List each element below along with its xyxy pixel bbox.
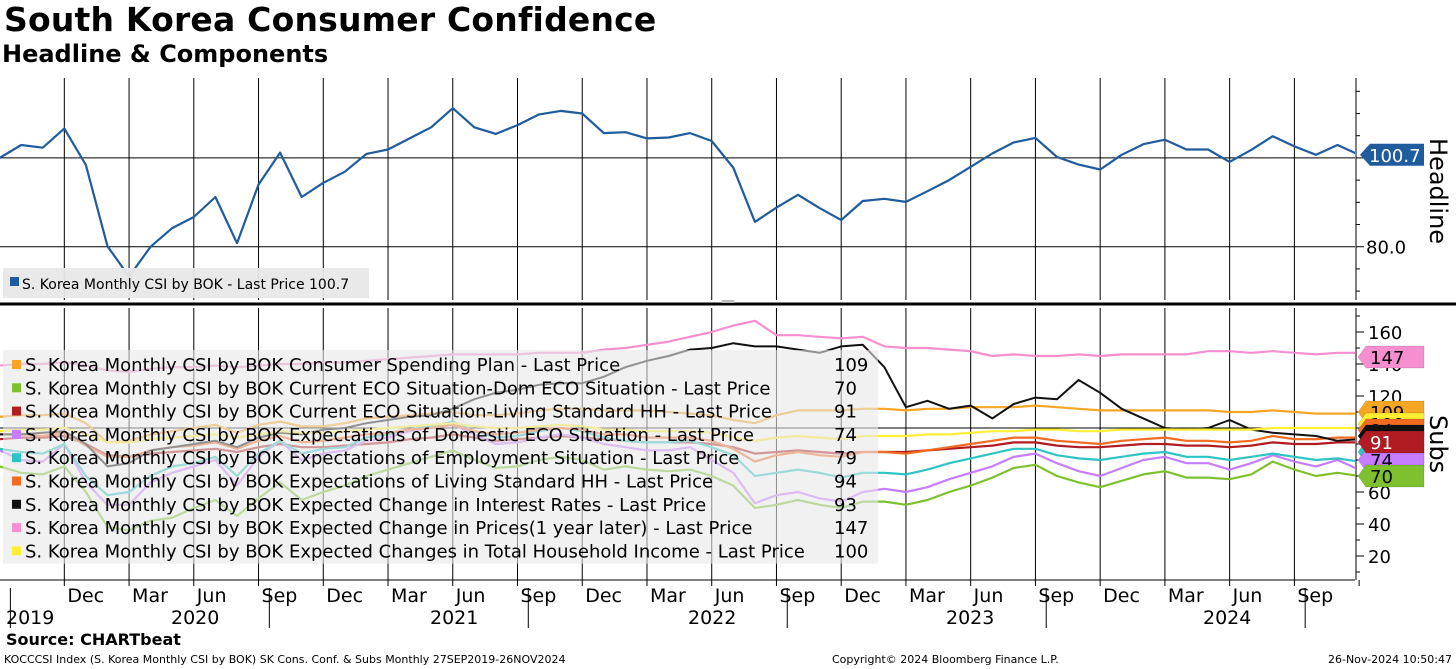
x-month-label: Mar bbox=[391, 585, 427, 607]
bottom-legend-label: S. Korea Monthly CSI by BOK Current ECO … bbox=[25, 378, 770, 399]
bottom-legend-label: S. Korea Monthly CSI by BOK Expected Cha… bbox=[25, 518, 752, 539]
bottom-y-tick-label: 20 bbox=[1368, 547, 1391, 568]
x-month-label: Jun bbox=[196, 585, 227, 607]
x-month-label: Sep bbox=[521, 585, 557, 607]
bottom-legend-swatch bbox=[12, 360, 21, 369]
x-year-label: 2021 bbox=[430, 607, 478, 629]
top-last-value-label: 100.7 bbox=[1369, 146, 1421, 167]
x-month-label: Sep bbox=[262, 585, 298, 607]
bottom-legend-value: 100 bbox=[834, 541, 868, 562]
bottom-last-value-tag bbox=[1357, 464, 1425, 488]
bottom-legend-value: 94 bbox=[834, 472, 857, 493]
x-month-label: Dec bbox=[326, 585, 363, 607]
bottom-legend-value: 70 bbox=[834, 378, 857, 399]
top-axis-title: Headline bbox=[1424, 138, 1452, 244]
bottom-y-tick-label: 40 bbox=[1368, 515, 1391, 536]
x-month-label: Mar bbox=[132, 585, 168, 607]
x-month-label: Mar bbox=[1168, 585, 1204, 607]
bottom-legend-swatch bbox=[12, 429, 21, 439]
bottom-legend-label: S. Korea Monthly CSI by BOK Current ECO … bbox=[25, 402, 772, 423]
footer-timestamp: 26-Nov-2024 10:50:47 bbox=[1327, 653, 1452, 666]
chart-canvas: 80.020406080100120140160HeadlineSubsS. K… bbox=[0, 78, 1456, 629]
x-year-label: 2023 bbox=[946, 607, 994, 629]
x-month-label: Dec bbox=[1103, 585, 1140, 607]
top-legend-label: S. Korea Monthly CSI by BOK - Last Price… bbox=[22, 277, 349, 293]
bottom-legend-value: 74 bbox=[834, 425, 857, 446]
x-year-label: 2019 bbox=[6, 607, 54, 629]
bottom-legend-label: S. Korea Monthly CSI by BOK Expected Cha… bbox=[25, 541, 805, 562]
x-month-label: Dec bbox=[67, 585, 104, 607]
bottom-legend-value: 93 bbox=[834, 495, 857, 516]
chart-title: South Korea Consumer Confidence bbox=[4, 0, 657, 39]
x-month-label: Jun bbox=[973, 585, 1004, 607]
x-year-label: 2022 bbox=[688, 607, 736, 629]
bottom-legend-value: 79 bbox=[834, 448, 857, 469]
bottom-legend-swatch bbox=[12, 523, 21, 533]
x-year-label: 2020 bbox=[171, 607, 219, 629]
bottom-legend-label: S. Korea Monthly CSI by BOK Expectations… bbox=[25, 425, 754, 446]
panel-resize-handle bbox=[722, 300, 734, 303]
bottom-legend-value: 109 bbox=[834, 355, 868, 376]
bottom-last-value-label: 147 bbox=[1370, 348, 1404, 369]
x-month-label: Jun bbox=[455, 585, 486, 607]
top-y-tick-label: 80.0 bbox=[1366, 238, 1406, 259]
bottom-legend-value: 91 bbox=[834, 402, 857, 423]
bottom-last-value-tag bbox=[1357, 345, 1425, 369]
bottom-legend-box bbox=[3, 350, 878, 564]
x-month-label: Dec bbox=[844, 585, 881, 607]
footer-index-info: KOCCCSI Index (S. Korea Monthly CSI by B… bbox=[4, 653, 566, 666]
x-month-label: Mar bbox=[650, 585, 686, 607]
bottom-legend-swatch bbox=[12, 499, 21, 509]
x-month-label: Sep bbox=[1297, 585, 1333, 607]
x-year-label: 2024 bbox=[1203, 607, 1251, 629]
bottom-legend-swatch bbox=[12, 546, 21, 556]
bottom-legend-swatch bbox=[12, 383, 21, 393]
chart-subtitle: Headline & Components bbox=[2, 40, 329, 68]
headline-series-line bbox=[0, 107, 1355, 278]
bottom-legend-label: S. Korea Monthly CSI by BOK Expectations… bbox=[25, 472, 713, 493]
x-month-label: Mar bbox=[909, 585, 945, 607]
bottom-legend-swatch bbox=[12, 453, 21, 463]
bottom-legend-value: 147 bbox=[834, 518, 868, 539]
bottom-legend-label: S. Korea Monthly CSI by BOK Consumer Spe… bbox=[25, 355, 620, 376]
top-last-value-tag bbox=[1360, 143, 1424, 166]
bottom-axis-title: Subs bbox=[1424, 415, 1452, 473]
bottom-legend-swatch bbox=[12, 476, 21, 486]
x-month-label: Sep bbox=[779, 585, 815, 607]
top-series-group bbox=[0, 107, 1355, 278]
bottom-legend-swatch bbox=[12, 406, 21, 416]
bottom-legend-label: S. Korea Monthly CSI by BOK Expected Cha… bbox=[25, 495, 706, 516]
footer-copyright: Copyright© 2024 Bloomberg Finance L.P. bbox=[832, 653, 1059, 666]
x-month-label: Sep bbox=[1038, 585, 1074, 607]
x-month-label: Jun bbox=[714, 585, 745, 607]
bottom-last-value-label: 91 bbox=[1370, 433, 1393, 454]
bottom-legend-label: S. Korea Monthly CSI by BOK Expectations… bbox=[25, 448, 739, 469]
bottom-last-value-label: 70 bbox=[1370, 467, 1393, 488]
bottom-y-tick-label: 160 bbox=[1368, 323, 1402, 344]
bottom-last-value-tag bbox=[1357, 430, 1425, 454]
x-month-label: Jun bbox=[1232, 585, 1263, 607]
bottom-y-tick-label: 60 bbox=[1368, 483, 1391, 504]
x-month-label: Dec bbox=[585, 585, 622, 607]
top-legend-box bbox=[3, 268, 369, 298]
source-note: Source: CHARTbeat bbox=[6, 630, 181, 649]
top-legend-swatch bbox=[10, 277, 19, 286]
